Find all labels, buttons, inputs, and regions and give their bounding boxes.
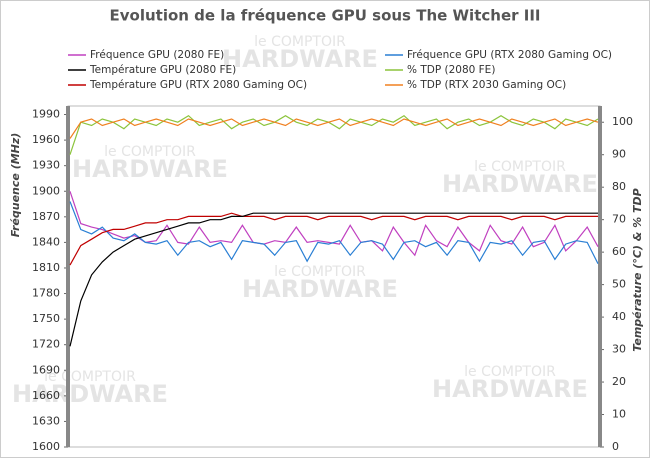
watermark: HARDWARE (222, 45, 378, 73)
y-tick-label: 1900 (32, 184, 60, 197)
watermark: HARDWARE (442, 170, 598, 198)
y2-tick-label: 40 (612, 310, 626, 323)
y2-tick-label: 0 (612, 440, 619, 453)
watermark: le COMPTOIR (254, 34, 346, 50)
series-line (69, 191, 599, 257)
y2-tick-label: 10 (612, 408, 626, 421)
y2-tick-label: 100 (612, 115, 633, 128)
y-axis (66, 106, 70, 447)
legend-label: Fréquence GPU (RTX 2080 Gaming OC) (407, 49, 612, 61)
y-tick-label: 1870 (32, 210, 60, 223)
watermark: HARDWARE (432, 375, 588, 403)
legend-label: Température GPU (2080 FE) (89, 64, 236, 76)
y-tick-label: 1840 (32, 235, 60, 248)
y2-axis (598, 106, 602, 447)
watermark: le COMPTOIR (274, 264, 366, 280)
series-line (69, 212, 598, 266)
y-axis-title: Fréquence (MHz) (9, 133, 22, 238)
y-tick-label: 1780 (32, 287, 60, 300)
chart-title: Evolution de la fréquence GPU sous The W… (110, 7, 541, 25)
legend-label: % TDP (2080 FE) (407, 64, 495, 76)
y-tick-label: 1720 (32, 338, 60, 351)
y2-tick-label: 20 (612, 375, 626, 388)
y2-tick-label: 60 (612, 245, 626, 258)
y2-tick-label: 50 (612, 278, 626, 291)
y2-tick-label: 30 (612, 343, 626, 356)
y-tick-label: 1660 (32, 389, 60, 402)
y-tick-label: 1750 (32, 312, 60, 325)
y-tick-label: 1690 (32, 363, 60, 376)
y-tick-label: 1810 (32, 261, 60, 274)
y2-axis-title: Température (°C) & % TDP (631, 188, 644, 351)
series-line (69, 212, 598, 347)
watermark: HARDWARE (242, 275, 398, 303)
y-tick-label: 1990 (32, 108, 60, 121)
watermark: HARDWARE (72, 155, 228, 183)
y2-tick-label: 90 (612, 148, 626, 161)
plot-area (67, 105, 601, 448)
y-tick-label: 1930 (32, 159, 60, 172)
watermark: le COMPTOIR (474, 159, 566, 175)
legend-label: Fréquence GPU (2080 FE) (90, 49, 224, 61)
legend-label: Température GPU (RTX 2080 Gaming OC) (89, 79, 307, 91)
y-tick-label: 1630 (32, 414, 60, 427)
series-line (69, 114, 599, 155)
y2-tick-label: 80 (612, 180, 626, 193)
series-line (69, 118, 599, 139)
watermark: HARDWARE (12, 380, 168, 408)
watermark: le COMPTOIR (104, 144, 196, 160)
watermark: le COMPTOIR (464, 364, 556, 380)
y-tick-label: 1600 (32, 440, 60, 453)
series-line (69, 201, 599, 264)
legend-label: % TDP (RTX 2030 Gaming OC) (407, 79, 566, 91)
y-tick-label: 1960 (32, 133, 60, 146)
y2-tick-label: 70 (612, 213, 626, 226)
